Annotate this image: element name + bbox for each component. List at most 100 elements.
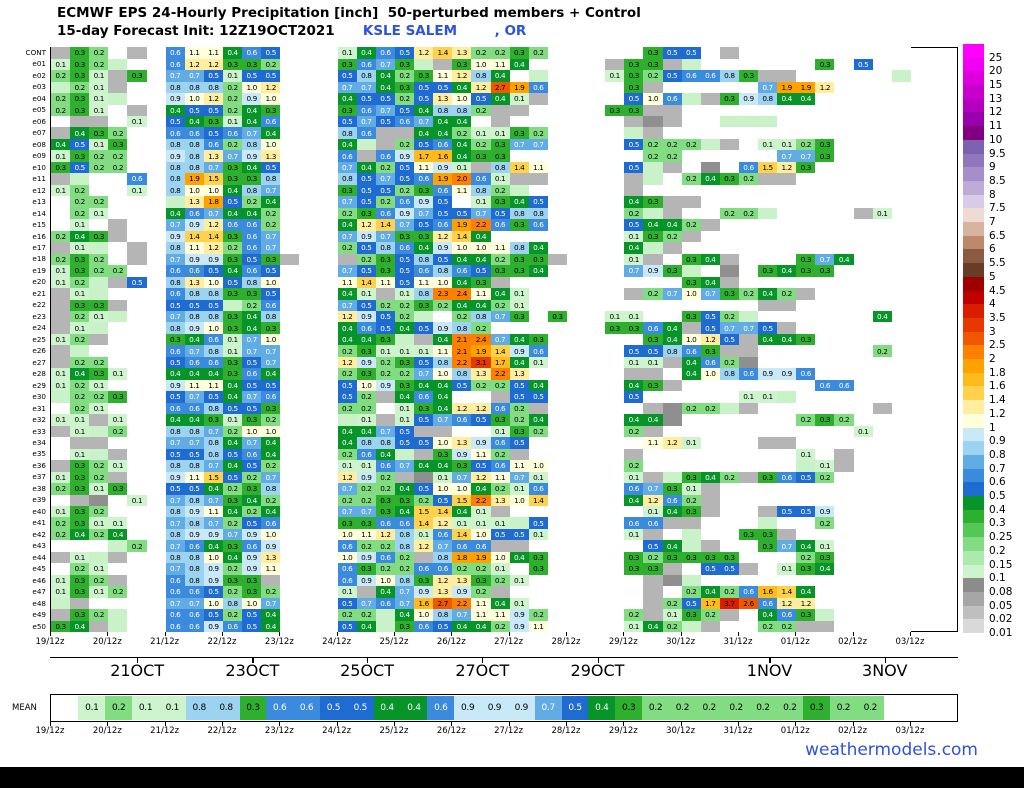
grid-cell: 0.5	[356, 173, 376, 185]
grid-cell	[605, 460, 625, 472]
grid-cell	[738, 448, 759, 461]
grid-cell: 0.2	[89, 265, 109, 277]
grid-cell: 0.2	[89, 506, 109, 518]
grid-cell: 1.9	[452, 219, 472, 231]
grid-cell: 0.4	[356, 161, 376, 174]
scale-label: 12	[989, 106, 1003, 119]
scale-label: 1.2	[989, 407, 1006, 420]
grid-cell: 0.6	[433, 219, 453, 231]
grid-cell	[108, 609, 128, 621]
grid-cell: 1.0	[337, 551, 357, 564]
grid-cell	[222, 299, 243, 312]
mean-cell: 0.2	[776, 695, 804, 721]
grid-cell: 0.2	[452, 563, 472, 575]
heatmap-plot-area[interactable]: 0.3 0.2 0.6 1.1 1.1 0.4 0.6 0.5 0.1 0.4 0.6 0.5 1.2 1…	[50, 47, 958, 633]
grid-cell	[719, 58, 739, 71]
grid-cell	[834, 425, 854, 438]
grid-cell: 0.1	[662, 609, 682, 621]
grid-cell	[777, 70, 797, 82]
scale-label: 0.08	[989, 585, 1013, 598]
grid-cell: 1.1	[337, 276, 357, 289]
grid-cell: 0.7	[490, 311, 510, 323]
grid-cell: 0.6	[796, 368, 816, 380]
grid-cell	[605, 207, 625, 220]
grid-cell	[566, 47, 587, 59]
grid-cell	[891, 414, 911, 426]
grid-cell	[356, 150, 376, 162]
grid-cell: 0.6	[242, 265, 262, 277]
grid-cell: 0.5	[394, 437, 415, 449]
grid-cell	[815, 196, 835, 208]
grid-cell: 1.1	[471, 288, 491, 300]
grid-cell: 0.4	[184, 333, 204, 346]
mean-strip[interactable]: 0.1 0.2 0.1 0.1 0.8 0.8 0.3 0.6 0.6 0.5 0.5 0.4 0.4 0…	[50, 694, 911, 722]
grid-cell: 0.5	[414, 414, 434, 426]
grid-cell: 0.7	[203, 161, 223, 174]
grid-cell: 0.9	[452, 448, 472, 461]
station-name[interactable]: KSLE SALEM	[362, 23, 457, 39]
mean-cell: 0.1	[132, 695, 159, 721]
grid-cell: 0.2	[681, 219, 701, 231]
grid-cell	[146, 322, 166, 334]
grid-cell	[891, 574, 911, 587]
grid-cell	[51, 173, 71, 185]
grid-cell	[299, 586, 319, 598]
grid-cell	[700, 517, 720, 529]
grid-cell	[127, 219, 147, 231]
mean-cell: 0.9	[454, 695, 482, 721]
grid-cell: 0.5	[242, 517, 262, 529]
grid-cell	[872, 563, 892, 575]
grid-cell: 0.5	[184, 483, 204, 495]
grid-cell: 0.1	[509, 93, 529, 105]
grid-cell	[700, 265, 720, 277]
grid-cell: 0.6	[834, 379, 854, 392]
grid-cell	[891, 253, 911, 266]
grid-cell	[433, 58, 453, 71]
grid-cell	[834, 322, 854, 334]
grid-cell	[700, 47, 720, 59]
grid-cell	[853, 483, 873, 495]
grid-cell	[566, 150, 587, 162]
grid-cell: 0.2	[70, 207, 90, 220]
grid-cell	[815, 219, 835, 231]
grid-cell: 0.2	[433, 299, 453, 312]
grid-cell: 0.8	[375, 437, 395, 449]
grid-cell: 2.6	[738, 597, 759, 610]
grid-cell: 0.4	[337, 219, 357, 231]
grid-cell	[758, 448, 778, 461]
row-label-e31: e31	[32, 403, 46, 413]
grid-cell: 0.4	[490, 93, 510, 105]
grid-cell	[509, 322, 529, 334]
grid-cell: 0.4	[242, 207, 262, 220]
grid-cell	[586, 288, 606, 300]
grid-cell: 0.2	[394, 70, 415, 82]
grid-cell: 1.1	[203, 379, 223, 392]
grid-cell	[280, 345, 300, 357]
grid-cell	[146, 483, 166, 495]
grid-cell	[89, 333, 109, 346]
grid-cell: 1.1	[261, 563, 281, 575]
grid-cell	[586, 471, 606, 484]
grid-cell	[528, 58, 548, 71]
station-state[interactable]: , OR	[494, 23, 527, 39]
grid-cell	[872, 150, 892, 162]
axis-tick-label: 27/12z	[494, 637, 524, 647]
grid-cell	[872, 161, 892, 174]
grid-cell: 0.1	[758, 391, 778, 403]
axis-tick-label: 25/12z	[379, 637, 409, 647]
grid-cell: 0.7	[165, 597, 185, 610]
grid-cell	[146, 586, 166, 598]
grid-cell: 0.8	[165, 184, 185, 197]
grid-cell	[146, 620, 166, 633]
grid-cell: 1.9	[796, 81, 816, 94]
grid-cell	[89, 414, 109, 426]
grid-cell	[700, 528, 720, 541]
grid-cell	[872, 299, 892, 312]
grid-cell	[891, 138, 911, 151]
watermark-link[interactable]: weathermodels.com	[805, 740, 978, 760]
grid-cell	[586, 276, 606, 289]
scale-label: 0.7	[989, 462, 1006, 475]
grid-cell	[719, 574, 739, 587]
grid-cell: 0.6	[414, 620, 434, 633]
grid-cell	[605, 345, 625, 357]
